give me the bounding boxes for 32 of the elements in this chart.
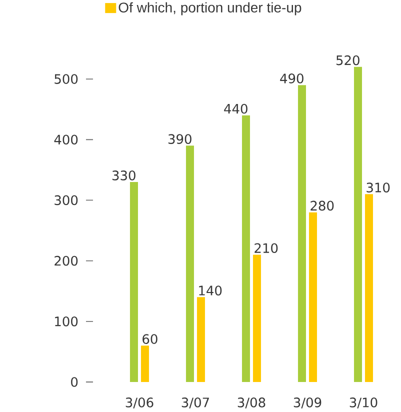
bar	[186, 146, 194, 382]
y-tick-label: 0	[71, 377, 78, 387]
data-label: 140	[199, 286, 222, 296]
data-label: 310	[366, 182, 390, 192]
bar	[242, 115, 250, 382]
bar	[252, 254, 261, 382]
bar	[196, 297, 205, 382]
bar	[354, 66, 362, 382]
data-label: 60	[142, 334, 158, 344]
data-label: 440	[224, 104, 248, 114]
bar	[130, 182, 138, 382]
x-tick-label: 3/09	[294, 398, 322, 408]
bar	[298, 85, 306, 382]
y-tick-label: 400	[54, 134, 78, 145]
bar	[364, 194, 373, 382]
x-tick-label: 3/06	[126, 398, 154, 408]
x-tick-label: 3/08	[238, 398, 266, 408]
data-label: 490	[280, 74, 304, 84]
data-label: 280	[310, 200, 334, 211]
data-label: 520	[336, 55, 360, 66]
y-tick-label: 200	[54, 256, 78, 266]
x-tick-label: 3/07	[182, 398, 209, 408]
data-label: 210	[254, 243, 278, 254]
y-tick-label: 300	[54, 195, 78, 206]
data-label: 330	[112, 170, 136, 180]
legend-label: Of which, portion under tie-up	[118, 2, 302, 16]
y-tick-label: 500	[54, 74, 78, 84]
bar	[140, 346, 149, 382]
x-tick-label: 3/10	[350, 398, 378, 408]
data-label: 390	[168, 134, 192, 144]
bar	[308, 212, 317, 382]
y-tick-label: 100	[55, 316, 78, 326]
